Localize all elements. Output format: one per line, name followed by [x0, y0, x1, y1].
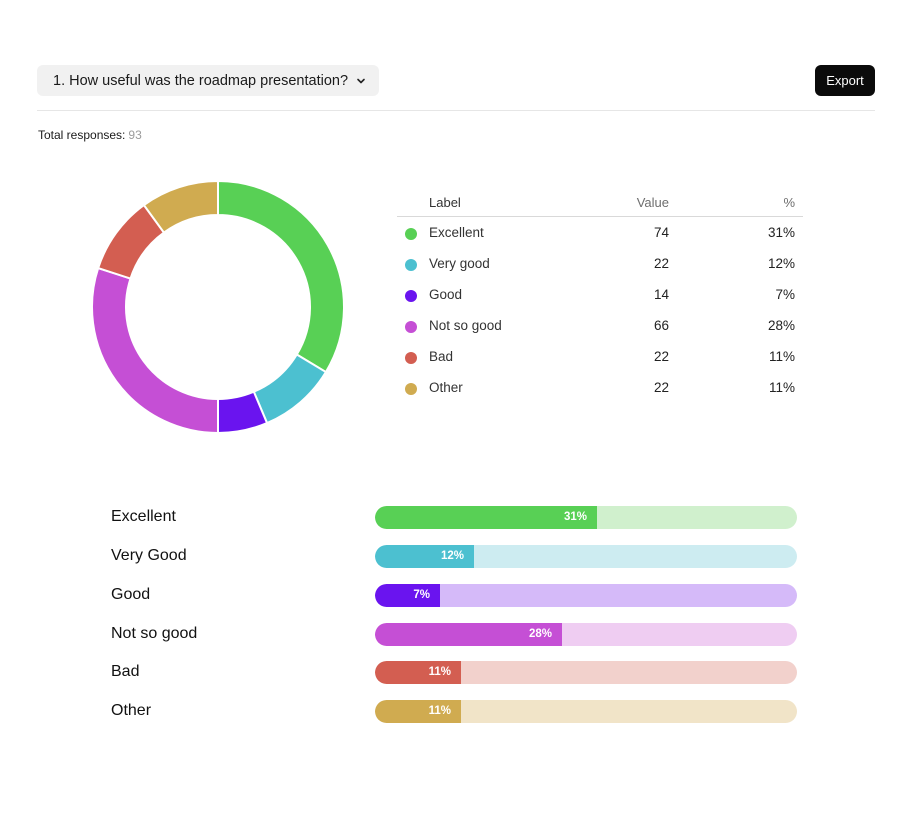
donut-slice-not-so-good [91, 266, 219, 435]
header-divider [37, 110, 875, 111]
legend-percent: 11% [768, 380, 795, 395]
header-label: Label [429, 195, 461, 210]
donut-slice-excellent [217, 179, 345, 374]
bar-percent-label: 12% [440, 550, 464, 562]
bar-label: Bad [111, 663, 140, 680]
legend-row: Very good 22 12% [397, 248, 803, 279]
bar-row: Bad 11% [0, 661, 900, 685]
bar-fill [375, 623, 562, 646]
legend-percent: 31% [767, 225, 795, 240]
bar-label: Good [111, 586, 151, 603]
legend-label: Bad [429, 349, 454, 364]
bar-track: 7% [375, 584, 797, 607]
bar-track: 12% [375, 545, 797, 568]
legend-row: Other 22 11% [397, 372, 803, 403]
header-percent: % [783, 195, 795, 210]
bar-track: 28% [375, 623, 797, 646]
legend-value: 74 [653, 225, 669, 240]
legend-value: 14 [653, 287, 669, 302]
legend-row: Good 14 7% [397, 279, 803, 310]
legend-table: Label Value % Excellent 74 31% Very good 22 1… [397, 191, 803, 403]
bar-percent-label: 11% [428, 666, 451, 678]
legend-color-dot [405, 290, 417, 302]
question-label: 1. How useful was the roadmap presentati… [53, 72, 349, 89]
bar-row: Not so good 28% [0, 623, 900, 647]
bar-label: Excellent [111, 508, 176, 525]
question-dropdown[interactable]: 1. How useful was the roadmap presentati… [37, 65, 379, 96]
legend-row: Bad 22 11% [397, 341, 803, 372]
legend-color-dot [405, 383, 417, 395]
legend-color-dot [405, 259, 417, 271]
donut-chart [91, 179, 345, 435]
bar-row: Other 11% [0, 700, 900, 724]
bar-row: Excellent 31% [0, 506, 900, 530]
legend-value: 66 [653, 318, 669, 333]
legend-value: 22 [653, 349, 669, 364]
legend-label: Excellent [429, 225, 484, 240]
bar-fill [375, 661, 461, 684]
legend-percent: 12% [767, 256, 795, 271]
chevron-down-icon [356, 75, 368, 87]
legend-percent: 11% [768, 349, 795, 364]
bar-track: 11% [375, 700, 797, 723]
bar-fill [375, 584, 440, 607]
total-responses: Total responses: 93 [38, 128, 142, 142]
legend-percent: 7% [775, 287, 795, 302]
legend-value: 22 [653, 380, 669, 395]
legend-value: 22 [653, 256, 669, 271]
legend-color-dot [405, 321, 417, 333]
export-button[interactable]: Export [815, 65, 875, 96]
legend-row: Excellent 74 31% [397, 217, 803, 248]
bar-percent-label: 11% [428, 705, 451, 717]
legend-label: Very good [429, 256, 490, 271]
bar-label: Very Good [111, 547, 187, 564]
total-responses-label: Total responses: [38, 128, 126, 142]
legend-label: Not so good [429, 318, 502, 333]
legend-percent: 28% [767, 318, 795, 333]
bar-fill [375, 700, 461, 723]
bar-label: Not so good [111, 625, 198, 642]
legend-label: Other [429, 380, 463, 395]
bar-percent-label: 31% [563, 511, 587, 523]
donut-slice-very-good [252, 353, 328, 425]
bar-fill [375, 506, 597, 529]
legend-table-header: Label Value % [397, 191, 803, 217]
legend-color-dot [405, 352, 417, 364]
legend-label: Good [429, 287, 463, 302]
bar-track: 11% [375, 661, 797, 684]
bar-track: 31% [375, 506, 797, 529]
legend-color-dot [405, 228, 417, 240]
bar-fill [375, 545, 474, 568]
bar-percent-label: 28% [528, 628, 552, 640]
bar-percent-label: 7% [413, 589, 430, 601]
header-value: Value [636, 195, 669, 210]
bar-row: Very Good 12% [0, 545, 900, 569]
total-responses-value: 93 [128, 128, 142, 142]
legend-row: Not so good 66 28% [397, 310, 803, 341]
bar-row: Good 7% [0, 584, 900, 608]
donut-slice-other [142, 179, 219, 234]
bar-label: Other [111, 702, 152, 719]
